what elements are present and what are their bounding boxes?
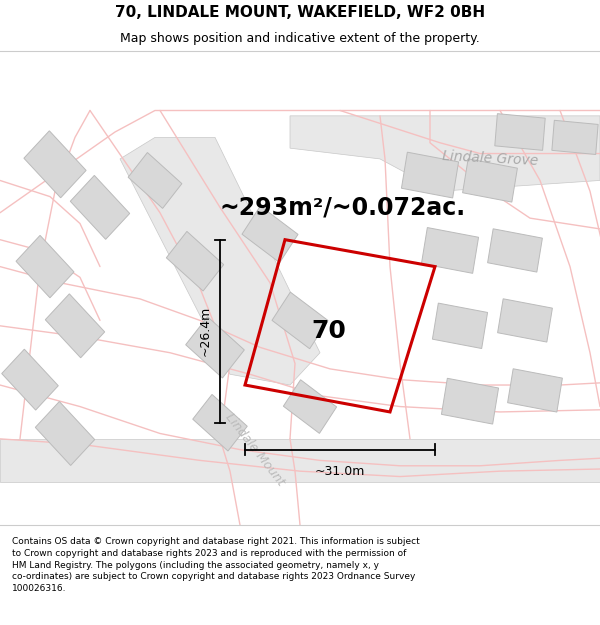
Bar [283,380,337,433]
Bar [193,394,247,451]
Bar [495,114,545,151]
Bar [2,349,58,410]
Bar [463,159,517,202]
Text: ~31.0m: ~31.0m [315,465,365,478]
Bar [442,378,499,424]
Text: Contains OS data © Crown copyright and database right 2021. This information is : Contains OS data © Crown copyright and d… [12,537,420,593]
Bar [488,229,542,272]
Bar [46,294,104,358]
Bar [401,152,458,198]
Bar [433,303,488,349]
Polygon shape [120,138,320,385]
Text: ~26.4m: ~26.4m [199,306,212,356]
Bar [70,176,130,239]
Bar [24,131,86,198]
Bar [166,231,224,291]
Text: Lindale Mount: Lindale Mount [223,411,287,488]
Bar [128,152,182,208]
Bar [508,369,562,412]
Text: 70: 70 [311,319,346,343]
Bar [272,292,328,349]
Bar [242,206,298,262]
Polygon shape [0,439,600,482]
Text: Lindale Grove: Lindale Grove [442,149,538,168]
Bar [421,228,479,273]
Polygon shape [290,116,600,191]
Bar [16,236,74,298]
Bar [185,317,244,378]
Bar [497,299,553,342]
Text: ~293m²/~0.072ac.: ~293m²/~0.072ac. [220,196,466,219]
Text: Map shows position and indicative extent of the property.: Map shows position and indicative extent… [120,32,480,45]
Bar [35,401,95,466]
Text: 70, LINDALE MOUNT, WAKEFIELD, WF2 0BH: 70, LINDALE MOUNT, WAKEFIELD, WF2 0BH [115,5,485,20]
Bar [552,120,598,154]
